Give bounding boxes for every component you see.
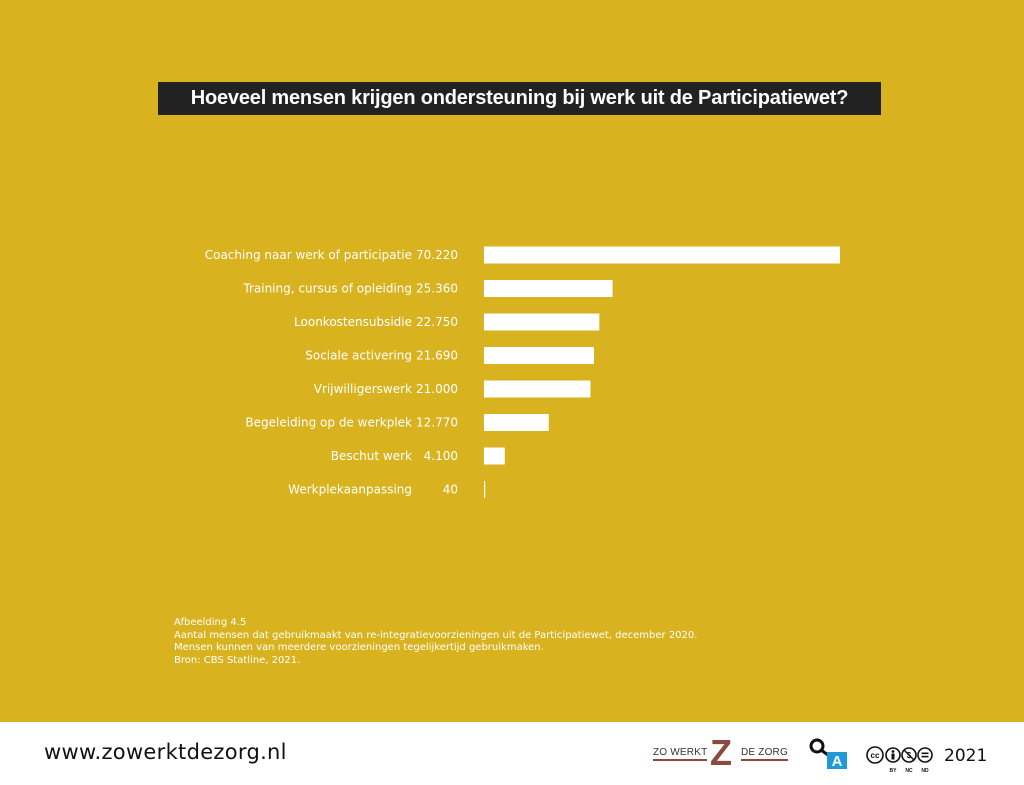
figure-caption: Afbeelding 4.5 Aantal mensen dat gebruik…	[174, 617, 697, 667]
value-label: 25.360	[416, 282, 458, 296]
bar	[484, 313, 600, 331]
category-label: Loonkostensubsidie	[294, 315, 412, 329]
value-label: 70.220	[416, 248, 458, 262]
cc-nd-label: ND	[921, 768, 929, 774]
category-label: Sociale activering	[305, 349, 412, 363]
bar	[484, 481, 486, 498]
value-label: 21.000	[416, 382, 458, 396]
zo-werkt-de-zorg-logo: ZO WERKT Z DE ZORG	[653, 732, 793, 773]
caption-source: Bron: CBS Statline, 2021.	[174, 654, 301, 666]
value-label: 22.750	[416, 315, 458, 329]
bar-chart: Coaching naar werk of participatie 70.220…	[205, 246, 840, 498]
caption-figure-number: Afbeelding 4.5	[174, 617, 247, 628]
category-label: Begeleiding op de werkplek	[245, 416, 412, 430]
category-label: Coaching naar werk of participatie	[205, 248, 412, 262]
cc-by-label: BY	[890, 768, 898, 774]
oa-letter: A	[832, 753, 843, 770]
category-label: Beschut werk	[331, 449, 412, 463]
chart-panel: Hoeveel mensen krijgen ondersteuning bij…	[0, 0, 1024, 722]
footer-year: 2021	[944, 746, 988, 766]
value-label: 40	[443, 483, 458, 497]
caption-note: Mensen kunnen van meerdere voorzieningen…	[174, 642, 544, 653]
bar	[484, 414, 549, 431]
category-label: Werkplekaanpassing	[288, 483, 412, 497]
logo-text-right: DE ZORG	[741, 747, 788, 761]
cc-label: cc	[871, 751, 880, 760]
bar	[484, 447, 505, 465]
category-label: Training, cursus of opleiding	[242, 282, 412, 296]
oa-logo-icon: A	[809, 738, 847, 770]
bar	[484, 347, 594, 364]
bar	[484, 380, 591, 398]
category-label: Vrijwilligerswerk	[314, 382, 412, 396]
value-label: 21.690	[416, 349, 458, 363]
cc-nc-label: NC	[905, 768, 913, 774]
value-label: 12.770	[416, 416, 458, 430]
bar	[484, 280, 613, 297]
logo-z-mark: Z	[710, 732, 732, 773]
chart-title: Hoeveel mensen krijgen ondersteuning bij…	[158, 82, 881, 115]
logo-text-left: ZO WERKT	[653, 747, 708, 761]
creative-commons-icon: cc $ BY NC ND	[866, 746, 933, 774]
caption-description: Aantal mensen dat gebruikmaakt van re-in…	[174, 629, 698, 641]
value-label: 4.100	[424, 449, 458, 463]
bar	[484, 246, 840, 264]
footer-url-link[interactable]: www.zowerktdezorg.nl	[44, 740, 287, 764]
